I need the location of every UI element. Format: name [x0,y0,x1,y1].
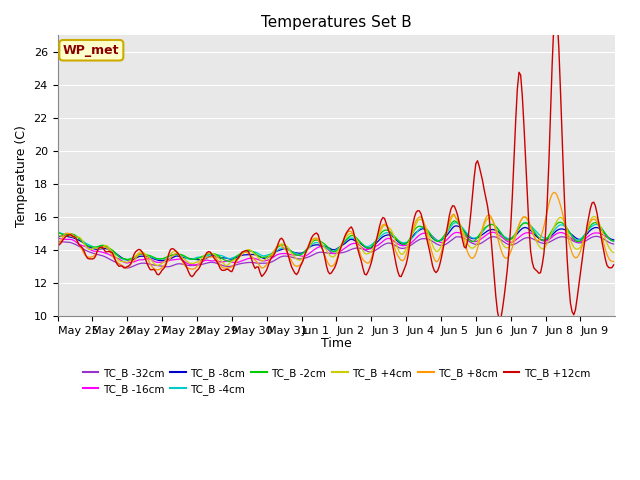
TC_B +8cm [221,265,229,271]
TC_B -8cm [221,255,229,261]
Line: TC_B -2cm: TC_B -2cm [58,221,614,261]
TC_B -32cm [367,249,375,255]
TC_B +4cm [177,253,184,259]
TC_B -8cm [157,258,164,264]
TC_B -32cm [178,261,186,267]
TC_B -16cm [488,229,496,235]
Line: TC_B +12cm: TC_B +12cm [58,9,614,320]
TC_B -4cm [367,242,375,248]
TC_B -16cm [610,238,618,244]
TC_B +12cm [510,156,518,162]
TC_B -8cm [367,244,375,250]
TC_B -32cm [60,239,68,245]
TC_B +8cm [154,267,161,273]
TC_B +4cm [451,212,458,218]
TC_B +12cm [54,242,61,248]
TC_B +4cm [54,232,61,238]
TC_B -32cm [54,238,61,244]
TC_B +12cm [610,262,618,268]
TC_B -4cm [221,254,229,260]
TC_B +12cm [177,254,184,260]
TC_B -16cm [54,235,61,241]
TC_B -16cm [518,232,526,238]
TC_B -2cm [451,218,458,224]
TC_B -32cm [124,265,131,271]
TC_B -32cm [610,241,618,247]
TC_B -8cm [60,233,68,239]
TC_B -8cm [610,237,618,242]
TC_B -2cm [225,258,232,264]
Line: TC_B -4cm: TC_B -4cm [58,222,614,260]
Title: Temperatures Set B: Temperatures Set B [261,15,412,30]
TC_B -4cm [522,219,529,225]
TC_B +4cm [518,216,526,221]
TC_B -2cm [518,221,526,227]
TC_B -2cm [367,244,375,250]
TC_B +12cm [220,267,227,273]
TC_B -4cm [124,257,131,263]
TC_B -16cm [177,256,184,262]
TC_B -8cm [178,254,186,260]
TC_B +8cm [367,256,375,262]
TC_B -4cm [510,233,518,239]
TC_B +12cm [495,317,503,323]
TC_B -16cm [221,259,229,264]
TC_B -8cm [54,234,61,240]
TC_B +4cm [512,230,520,236]
TC_B -2cm [177,252,184,257]
TC_B -4cm [54,229,61,235]
TC_B -4cm [517,223,525,229]
TC_B -32cm [510,241,518,247]
TC_B +4cm [610,250,618,255]
Y-axis label: Temperature (C): Temperature (C) [15,125,28,227]
TC_B +12cm [60,235,68,241]
X-axis label: Time: Time [321,337,352,350]
TC_B -16cm [60,236,68,242]
TC_B -32cm [591,233,599,239]
Line: TC_B +8cm: TC_B +8cm [58,192,614,270]
Line: TC_B -32cm: TC_B -32cm [58,236,614,268]
TC_B -2cm [512,230,520,236]
Line: TC_B -8cm: TC_B -8cm [58,226,614,261]
TC_B -4cm [610,238,618,244]
TC_B +8cm [510,239,518,245]
TC_B +12cm [365,265,373,271]
TC_B -16cm [512,237,520,243]
TC_B -8cm [518,226,526,231]
TC_B -16cm [367,246,375,252]
TC_B -2cm [54,229,61,235]
TC_B -8cm [512,232,520,238]
TC_B +4cm [223,263,230,268]
Text: WP_met: WP_met [63,44,120,57]
TC_B +12cm [517,72,525,78]
TC_B -2cm [610,238,618,244]
TC_B +8cm [610,259,618,264]
Line: TC_B +4cm: TC_B +4cm [58,215,614,265]
TC_B +8cm [517,218,525,224]
TC_B +4cm [220,261,227,266]
Legend: TC_B -32cm, TC_B -16cm, TC_B -8cm, TC_B -4cm, TC_B -2cm, TC_B +4cm, TC_B +8cm, T: TC_B -32cm, TC_B -16cm, TC_B -8cm, TC_B … [79,363,594,399]
TC_B +12cm [552,6,559,12]
TC_B +4cm [367,249,375,254]
TC_B +8cm [54,241,61,247]
TC_B +8cm [60,232,68,238]
TC_B -4cm [178,252,186,258]
TC_B -8cm [452,223,460,229]
TC_B +4cm [60,234,68,240]
TC_B +8cm [178,258,186,264]
TC_B -2cm [60,232,68,238]
TC_B -16cm [190,262,198,268]
TC_B -2cm [220,256,227,262]
TC_B -4cm [60,231,68,237]
Line: TC_B -16cm: TC_B -16cm [58,232,614,265]
TC_B +8cm [550,190,557,195]
TC_B -32cm [517,238,525,243]
TC_B -32cm [221,264,229,269]
